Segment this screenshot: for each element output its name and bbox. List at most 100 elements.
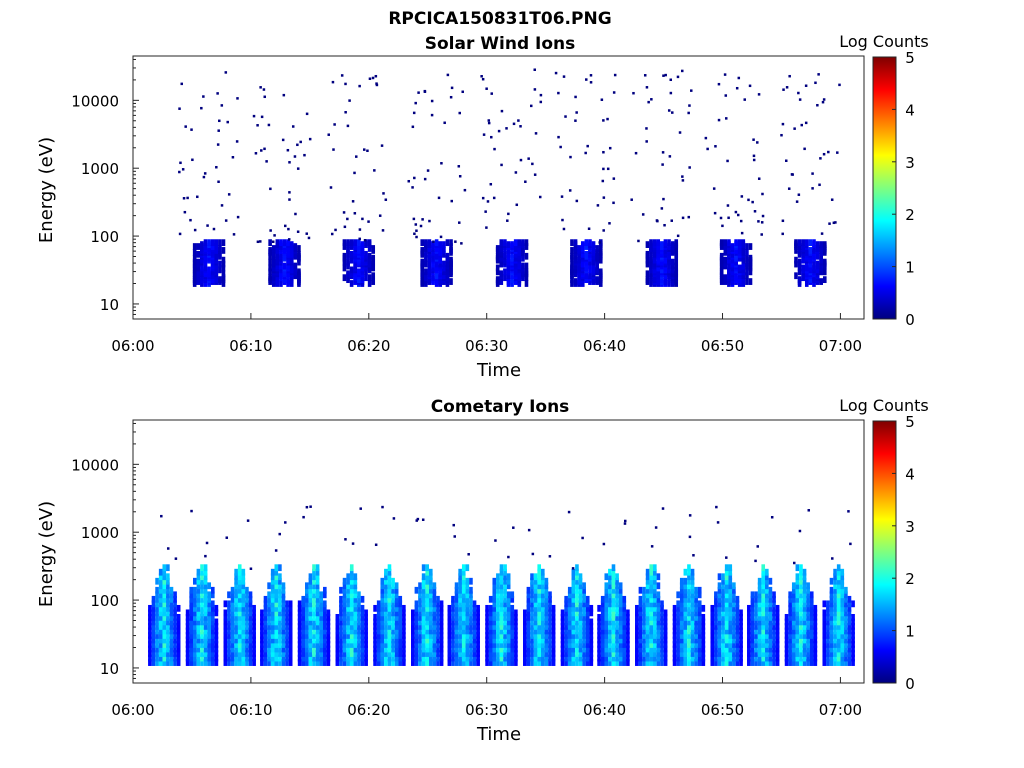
cometary-cell — [234, 604, 238, 612]
cometary-sparse-cell — [531, 552, 535, 556]
cometary-cell — [288, 641, 293, 648]
cometary-cell — [281, 618, 286, 626]
cometary-cell — [376, 604, 381, 612]
solar-wind-cell — [815, 266, 820, 274]
cometary-cell — [754, 591, 758, 599]
cometary-cell — [710, 627, 715, 635]
solar-wind-sparse-cell — [661, 151, 665, 154]
cometary-cell — [717, 582, 722, 590]
cometary-y-tick-label: 10 — [100, 660, 119, 678]
solar-wind-sparse-cell — [634, 151, 638, 155]
cometary-cell — [151, 623, 156, 630]
cometary-cell — [200, 641, 204, 648]
solar-wind-cell — [424, 268, 428, 276]
cometary-cell — [193, 623, 197, 630]
cometary-cell — [530, 600, 534, 608]
cometary-cell — [349, 568, 354, 576]
cometary-cell — [162, 659, 167, 666]
cometary-cell — [465, 650, 470, 657]
cometary-cell — [765, 641, 769, 648]
cometary-cell — [281, 600, 286, 608]
solar-wind-cell — [442, 260, 446, 268]
cometary-cell — [690, 618, 695, 626]
cometary-cell — [248, 654, 253, 662]
solar-wind-cell — [524, 262, 529, 270]
cometary-cell — [326, 623, 331, 630]
cometary-cell — [754, 636, 758, 644]
solar-wind-cell — [268, 258, 272, 266]
cometary-cell — [635, 636, 639, 644]
cometary-cell — [544, 582, 549, 590]
cometary-cell — [728, 568, 733, 576]
cometary-cell — [717, 573, 722, 581]
cometary-cell — [312, 641, 316, 648]
cometary-cell — [728, 618, 733, 626]
solar-wind-cell — [503, 268, 507, 276]
cometary-cell — [173, 641, 177, 648]
cometary-cell — [162, 654, 167, 662]
cometary-cell — [394, 618, 399, 626]
cometary-cell — [196, 604, 201, 612]
cometary-cell — [533, 577, 538, 585]
cometary-cell — [436, 650, 440, 657]
cometary-cell — [241, 573, 246, 581]
cometary-cell — [604, 586, 609, 594]
cometary-cell — [571, 632, 576, 639]
cometary-sparse-cell — [174, 557, 178, 560]
solar-wind-cell — [513, 245, 518, 252]
solar-wind-cell — [434, 250, 439, 258]
cometary-cell — [391, 632, 395, 639]
cometary-cell — [234, 577, 238, 585]
cometary-cell — [660, 636, 664, 644]
cometary-cell — [274, 641, 279, 648]
cometary-cell — [608, 609, 612, 617]
cometary-cell — [537, 632, 542, 639]
solar-wind-sparse-cell — [231, 156, 235, 159]
cometary-cell — [765, 636, 769, 644]
cometary-cell — [560, 659, 565, 666]
cometary-sparse-cell — [351, 542, 355, 545]
cometary-cell — [346, 645, 350, 653]
cometary-cell — [285, 632, 289, 639]
cometary-cell — [398, 600, 403, 608]
cometary-cell — [690, 641, 695, 648]
cometary-cell — [476, 604, 480, 612]
cometary-cell — [567, 591, 572, 599]
solar-wind-sparse-cell — [481, 196, 485, 200]
cometary-cell — [148, 613, 152, 621]
cometary-cell — [492, 591, 497, 599]
cometary-cell — [162, 632, 167, 639]
cometary-cell — [227, 632, 231, 639]
cometary-cell — [267, 613, 271, 621]
cometary-cell — [308, 641, 313, 648]
cometary-cell — [728, 604, 733, 612]
solar-wind-cell — [730, 256, 735, 264]
cometary-cell — [319, 654, 324, 662]
cometary-cell — [376, 645, 381, 653]
cometary-cell — [432, 604, 437, 612]
cometary-cell — [750, 632, 755, 639]
cometary-cell — [339, 645, 343, 653]
cometary-cell — [436, 613, 440, 621]
cometary-cell — [503, 650, 507, 657]
cometary-cell — [166, 573, 170, 581]
cometary-cell — [398, 613, 403, 621]
cometary-cell — [806, 600, 810, 608]
cometary-cell — [387, 577, 392, 585]
cometary-cell — [387, 609, 392, 617]
cometary-cell — [638, 641, 643, 648]
cometary-cell — [436, 604, 440, 612]
cometary-cell — [499, 618, 504, 626]
cometary-cell — [353, 595, 358, 603]
cometary-cell — [537, 595, 542, 603]
cometary-cell — [458, 636, 462, 644]
cometary-cell — [461, 573, 466, 581]
solar-wind-sparse-cell — [333, 123, 336, 126]
solar-wind-cell — [577, 256, 581, 264]
solar-wind-cell — [297, 268, 301, 276]
cometary-cell — [533, 573, 538, 581]
cometary-cell — [391, 618, 395, 626]
solar-wind-cell — [734, 274, 738, 282]
cometary-cell — [683, 623, 688, 630]
cometary-cell — [439, 636, 444, 644]
